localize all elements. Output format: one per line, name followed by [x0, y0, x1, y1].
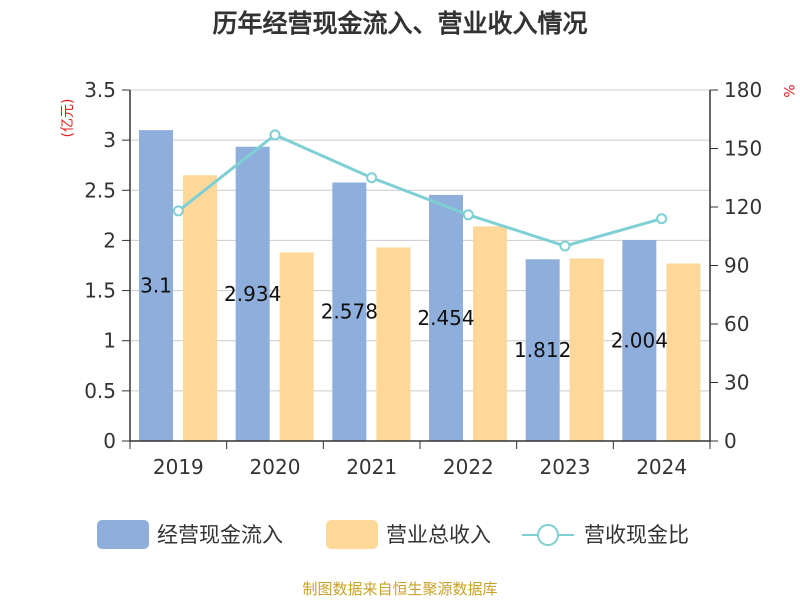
line-point-ratio [559, 240, 571, 252]
left-tick-label: 2.5 [84, 178, 116, 202]
legend-swatch-revenue [326, 520, 378, 549]
x-tick-label: 2021 [346, 455, 397, 479]
x-tick-label: 2023 [540, 455, 591, 479]
bar-revenue [376, 247, 411, 441]
bar-revenue [569, 258, 604, 441]
legend-marker-ratio [537, 524, 559, 546]
data-label-cash-inflow: 2.004 [611, 329, 668, 353]
left-tick-label: 3 [103, 128, 116, 152]
bar-layer [139, 130, 701, 441]
bar-cash-inflow [139, 130, 173, 441]
bar-revenue [183, 175, 217, 441]
source-note: 制图数据来自恒生聚源数据库 [302, 580, 497, 598]
right-tick-label: 0 [724, 429, 737, 453]
line-layer [172, 129, 668, 252]
x-tick-label: 2020 [250, 455, 301, 479]
legend-label-cash-inflow: 经营现金流入 [157, 523, 283, 547]
left-tick-label: 0 [103, 429, 116, 453]
data-label-cash-inflow: 2.454 [417, 306, 474, 330]
line-point-ratio [366, 172, 378, 184]
x-tick-label: 2024 [636, 455, 687, 479]
right-tick-label: 90 [724, 254, 749, 278]
chart-title: 历年经营现金流入、营业收入情况 [212, 9, 587, 38]
data-label-cash-inflow: 2.578 [321, 300, 378, 324]
bar-revenue [279, 252, 314, 441]
bar-cash-inflow [235, 146, 270, 441]
data-labels: 3.1 2.934 2.578 2.454 1.812 2.004 [140, 274, 668, 363]
line-point-ratio [269, 129, 281, 141]
data-label-cash-inflow: 1.812 [514, 338, 571, 362]
left-tick-label: 3.5 [84, 78, 116, 102]
legend-label-ratio: 营收现金比 [584, 523, 689, 547]
right-tick-label: 150 [724, 137, 762, 161]
right-axis-unit: % [780, 84, 796, 97]
line-ratio [177, 133, 663, 248]
legend-label-revenue: 营业总收入 [386, 523, 491, 547]
line-point-ratio [656, 213, 668, 225]
right-tick-label: 30 [724, 371, 749, 395]
left-tick-label: 1 [103, 329, 116, 353]
x-tick-label: 2022 [443, 455, 494, 479]
x-tick-label: 2019 [153, 455, 204, 479]
left-tick-label: 1.5 [84, 279, 116, 303]
legend-swatch-cash-inflow [97, 520, 149, 549]
data-label-cash-inflow: 2.934 [224, 282, 281, 306]
bar-revenue [473, 226, 507, 441]
right-tick-label: 60 [724, 312, 749, 336]
right-tick-label: 180 [724, 78, 762, 102]
left-axis-unit: (亿元) [60, 99, 76, 138]
grid-lines [130, 89, 710, 392]
right-tick-label: 120 [724, 195, 762, 219]
bar-cash-inflow [525, 259, 560, 441]
bar-cash-inflow [429, 194, 463, 441]
bar-cash-inflow [332, 182, 367, 441]
left-tick-label: 0.5 [84, 379, 116, 403]
bar-revenue [666, 263, 701, 441]
line-point-ratio [462, 209, 474, 221]
data-label-cash-inflow: 3.1 [140, 274, 172, 298]
axes: 0 0.5 1 1.5 2 2.5 3 3.5 0 30 60 90 120 150 180 2019 2020… [84, 78, 762, 479]
legend: 经营现金流入 营业总收入 营收现金比 [97, 520, 689, 549]
bar-cash-inflow [622, 240, 657, 441]
left-tick-label: 2 [103, 228, 116, 252]
line-point-ratio [172, 205, 184, 217]
